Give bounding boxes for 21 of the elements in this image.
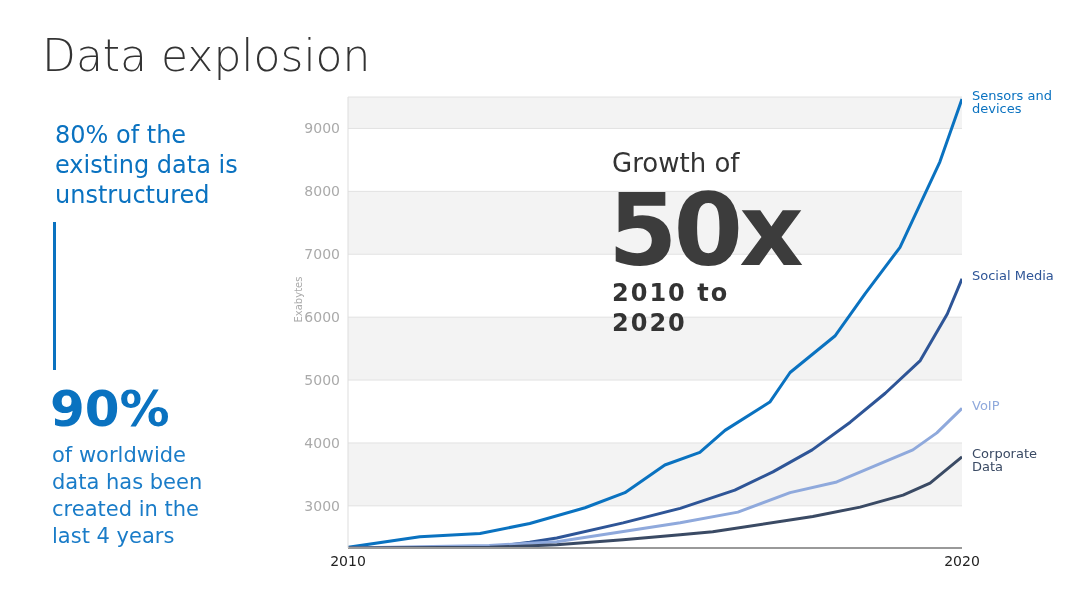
annotation: Growth of [612,148,741,178]
y-tick-label: 6000 [304,309,340,326]
text: 80% of the existing data is unstructured [55,120,239,210]
y-tick-label: 9000 [304,120,340,137]
y-tick-label: 3000 [304,497,340,514]
series-label: Corporate Data [972,446,1037,475]
series-label: Sensors and devices [972,88,1052,117]
line-series [348,455,962,548]
y-tick-label: 5000 [304,372,340,389]
text: of worldwide data has been created in the last 4 years [52,442,204,550]
series-label: Social Media [972,268,1054,284]
y-tick-label: 7000 [304,246,340,263]
chart-title: Data explosion [42,30,371,81]
line-series [348,97,962,548]
text: 90% [50,380,171,438]
x-tick-label: 2020 [944,552,980,569]
x-tick-label: 2010 [330,552,366,569]
y-tick-label: 4000 [304,434,340,451]
y-tick-label: 8000 [304,183,340,200]
series-label: VoIP [972,397,1000,413]
y-axis-title: Exabytes [292,276,304,323]
